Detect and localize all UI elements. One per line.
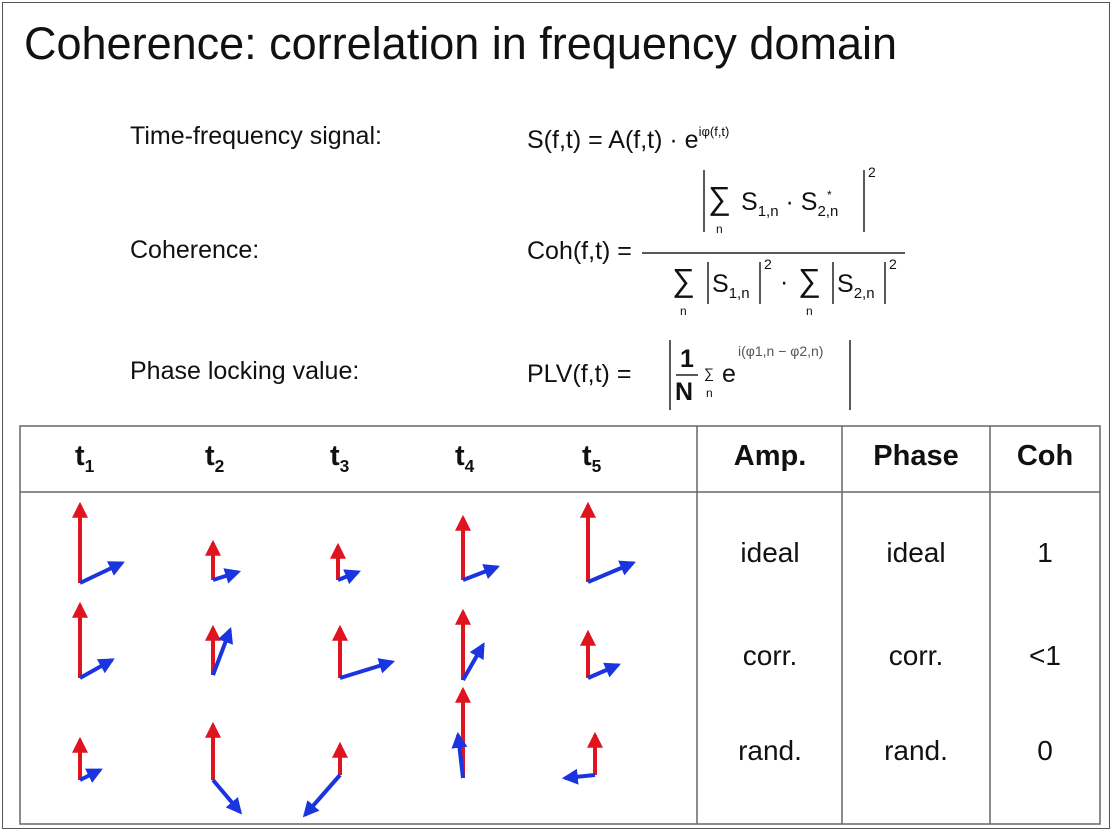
table-cell: rand.	[738, 735, 802, 766]
table-cell: rand.	[884, 735, 948, 766]
time-header: t2	[205, 440, 224, 477]
formula-text: S	[741, 188, 758, 216]
time-header-base: t	[205, 440, 215, 472]
formula-text: ·	[780, 268, 789, 296]
column-header: Phase	[873, 440, 959, 472]
time-header: t4	[455, 440, 474, 477]
formula-term: S1,n	[712, 270, 750, 302]
sum-index: n	[806, 304, 813, 318]
time-header: t5	[582, 440, 601, 477]
phase-arrow	[587, 662, 621, 680]
formula-text: PLV(f,t) =	[527, 360, 632, 388]
phase-arrow	[79, 658, 115, 680]
phase-arrow	[461, 642, 485, 681]
formula-text: S(f,t) = A(f,t) · e	[527, 126, 699, 154]
conjugate: *	[827, 188, 832, 202]
formula-text: Coh(f,t) =	[527, 237, 632, 265]
table-cell: 0	[1037, 735, 1053, 766]
time-header: t1	[75, 440, 94, 477]
table-cell: corr.	[742, 640, 798, 671]
sum-index: n	[680, 304, 687, 318]
column-header: Coh	[1016, 440, 1074, 472]
time-header-base: t	[582, 440, 592, 472]
formula-text: S	[837, 270, 854, 298]
formula-text: S	[800, 188, 818, 216]
time-header-sub: 3	[339, 455, 350, 476]
sum-sign: ∑	[708, 180, 731, 216]
time-header-sub: 1	[84, 455, 95, 476]
formula-text: S	[712, 270, 729, 298]
power: 2	[889, 256, 897, 272]
formula-subscript: 1,n	[757, 203, 779, 220]
phase-arrow	[212, 568, 242, 584]
formula-label: Coherence:	[130, 236, 260, 264]
table-cell: corr.	[888, 640, 944, 671]
formula-subscript: 2,n	[853, 285, 875, 302]
formula-label: Time-frequency signal:	[130, 122, 382, 150]
table-border	[19, 425, 1101, 825]
sum-index: n	[716, 222, 723, 236]
phase-arrow	[79, 561, 125, 585]
formula-label: Phase locking value:	[130, 357, 360, 385]
table-cell: ideal	[886, 537, 946, 568]
formula: S(f,t) = A(f,t) · eiφ(f,t)	[527, 124, 729, 155]
phase-arrow	[302, 773, 342, 818]
formula-term: S2,n	[837, 270, 875, 302]
phase-arrow	[587, 560, 636, 584]
title: Coherence: correlation in frequency doma…	[24, 18, 897, 69]
time-header-sub: 2	[214, 455, 225, 476]
formula-text: ·	[785, 188, 794, 216]
phase-arrow	[211, 627, 233, 676]
phase-arrow	[211, 778, 243, 815]
time-header-base: t	[75, 440, 85, 472]
table-cell: 1	[1037, 537, 1053, 568]
formula-text: N	[675, 378, 694, 406]
time-header: t3	[330, 440, 349, 477]
sum-sign: ∑	[672, 262, 695, 298]
formula-exponent: i(φ1,n − φ2,n)	[738, 343, 824, 359]
time-header-sub: 5	[591, 455, 602, 476]
phase-arrow	[79, 768, 103, 783]
phase-arrow	[451, 731, 468, 779]
sum-sign: ∑	[704, 365, 714, 381]
phase-arrow	[339, 658, 396, 680]
formula-subscript: 1,n	[728, 285, 750, 302]
phase-arrow	[561, 768, 596, 785]
column-header: Amp.	[733, 440, 807, 472]
power: 2	[764, 256, 772, 272]
formula-subscript: 2,n	[817, 203, 839, 220]
formula-term: S1,n · S2,n	[741, 188, 838, 220]
phase-arrow	[337, 569, 361, 585]
time-header-base: t	[455, 440, 465, 472]
sum-sign: ∑	[798, 262, 821, 298]
power: 2	[868, 164, 876, 180]
time-header-sub: 4	[464, 455, 475, 476]
time-header-base: t	[330, 440, 340, 472]
formula-exponent: iφ(f,t)	[698, 124, 730, 139]
formula-text: 1	[680, 345, 694, 373]
formula-text: e	[722, 360, 736, 388]
phase-arrow	[462, 564, 500, 582]
table-cell: <1	[1029, 640, 1061, 671]
table-cell: ideal	[740, 537, 800, 568]
sum-index: n	[706, 386, 713, 400]
